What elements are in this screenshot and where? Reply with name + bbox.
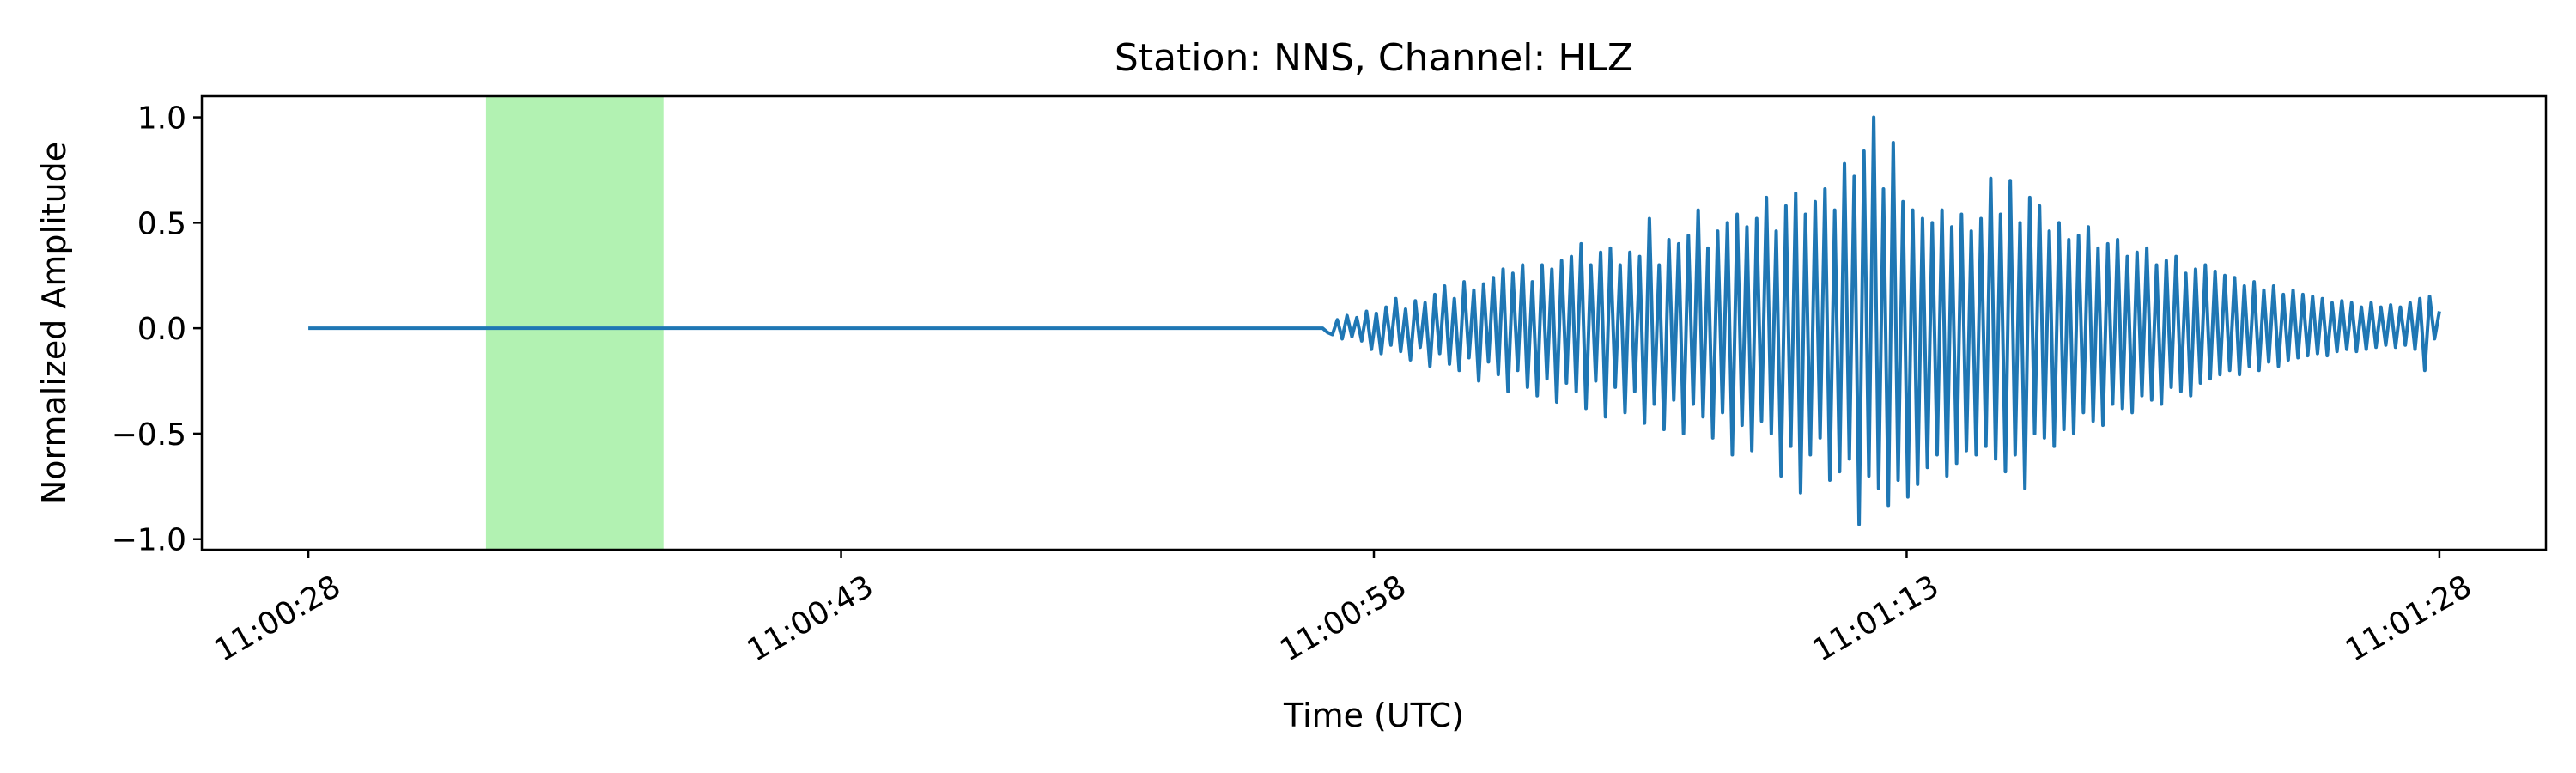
series-group [308,115,2441,526]
y-tick-label: 0.5 [137,206,186,241]
x-tick-label: 11:00:28 [209,569,347,668]
y-tick-label: 1.0 [137,101,186,137]
y-axis: −1.0 −0.5 0.0 0.5 1.0 [112,101,202,558]
highlight-span [485,96,664,550]
x-tick-label: 11:00:43 [742,569,880,668]
chart-title: Station: NNS, Channel: HLZ [1115,36,1633,80]
x-tick-label: 11:01:28 [2340,569,2478,668]
y-axis-label: Normalized Amplitude [35,142,73,504]
y-tick-label: 0.0 [137,312,186,347]
x-tick-label: 11:01:13 [1807,569,1945,668]
x-axis-label: Time (UTC) [1283,697,1464,734]
y-tick-label: −0.5 [112,417,186,453]
y-tick-label: −1.0 [112,523,186,558]
x-axis: 11:00:28 11:00:43 11:00:58 11:01:13 11:01:28 [209,550,2477,669]
series-line-0 [308,115,2441,526]
x-tick-label: 11:00:58 [1274,569,1413,668]
